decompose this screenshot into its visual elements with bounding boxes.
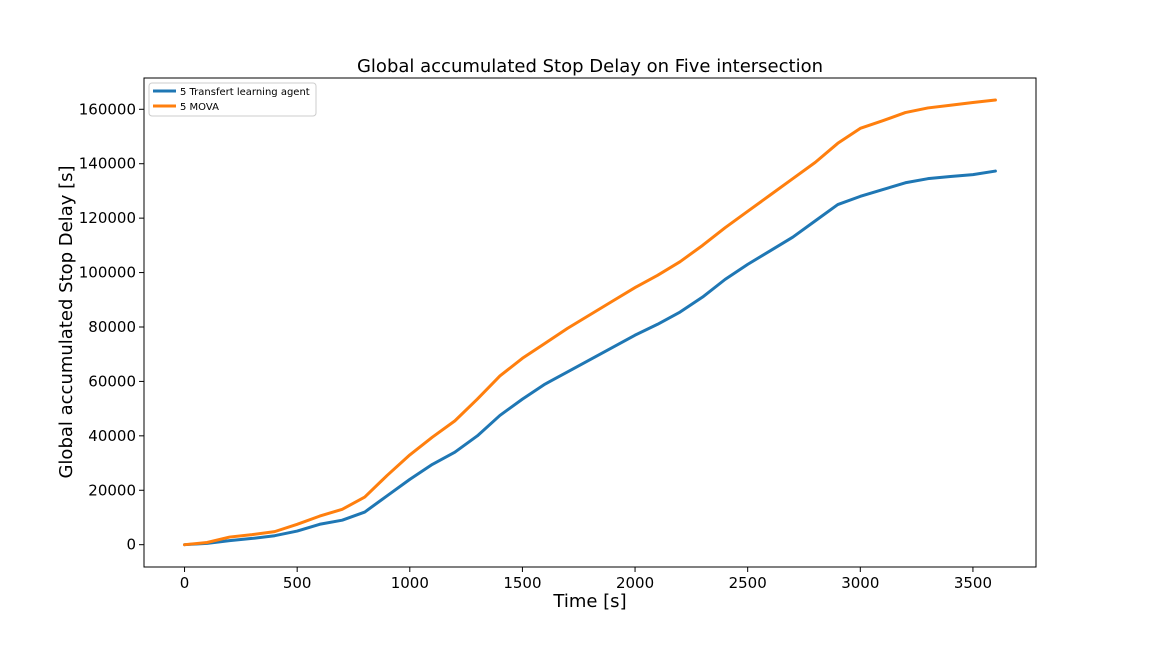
- x-tick-label: 500: [283, 574, 312, 592]
- x-tick-label: 1500: [503, 574, 541, 592]
- plot-frame: [143, 77, 1037, 568]
- y-tick-label: 80000: [88, 318, 136, 336]
- x-tick-label: 3000: [841, 574, 879, 592]
- x-tick-label: 2000: [616, 574, 654, 592]
- series-line-0: [183, 169, 997, 547]
- legend-label-mova: 5 MOVA: [180, 102, 219, 113]
- chart-title: Global accumulated Stop Delay on Five in…: [357, 56, 823, 77]
- series-line-1: [183, 98, 997, 547]
- x-axis: 0 500 1000 1500 2000 2500 3000 3500: [180, 567, 992, 592]
- legend-box: [148, 82, 317, 117]
- x-tick-label: 0: [180, 574, 190, 592]
- y-tick-label: 20000: [88, 481, 136, 499]
- y-tick-label: 120000: [79, 209, 136, 227]
- y-axis: 0 20000 40000 60000 80000 100000 120000 140000 1…: [79, 100, 144, 554]
- y-axis-label: Global accumulated Stop Delay [s]: [56, 165, 77, 478]
- y-tick-label: 160000: [79, 100, 136, 118]
- x-tick-label: 2500: [729, 574, 767, 592]
- y-tick-label: 100000: [79, 264, 136, 282]
- x-axis-label: Time [s]: [552, 591, 626, 612]
- y-tick-label: 140000: [79, 155, 136, 173]
- y-tick-label: 0: [126, 536, 136, 554]
- y-tick-label: 40000: [88, 427, 136, 445]
- series-layer: [183, 98, 997, 547]
- legend: 5 Transfert learning agent 5 MOVA: [148, 82, 317, 117]
- x-tick-label: 1000: [391, 574, 429, 592]
- legend-label-transfert-learning-agent: 5 Transfert learning agent: [180, 87, 310, 98]
- x-tick-label: 3500: [954, 574, 992, 592]
- y-tick-label: 60000: [88, 372, 136, 390]
